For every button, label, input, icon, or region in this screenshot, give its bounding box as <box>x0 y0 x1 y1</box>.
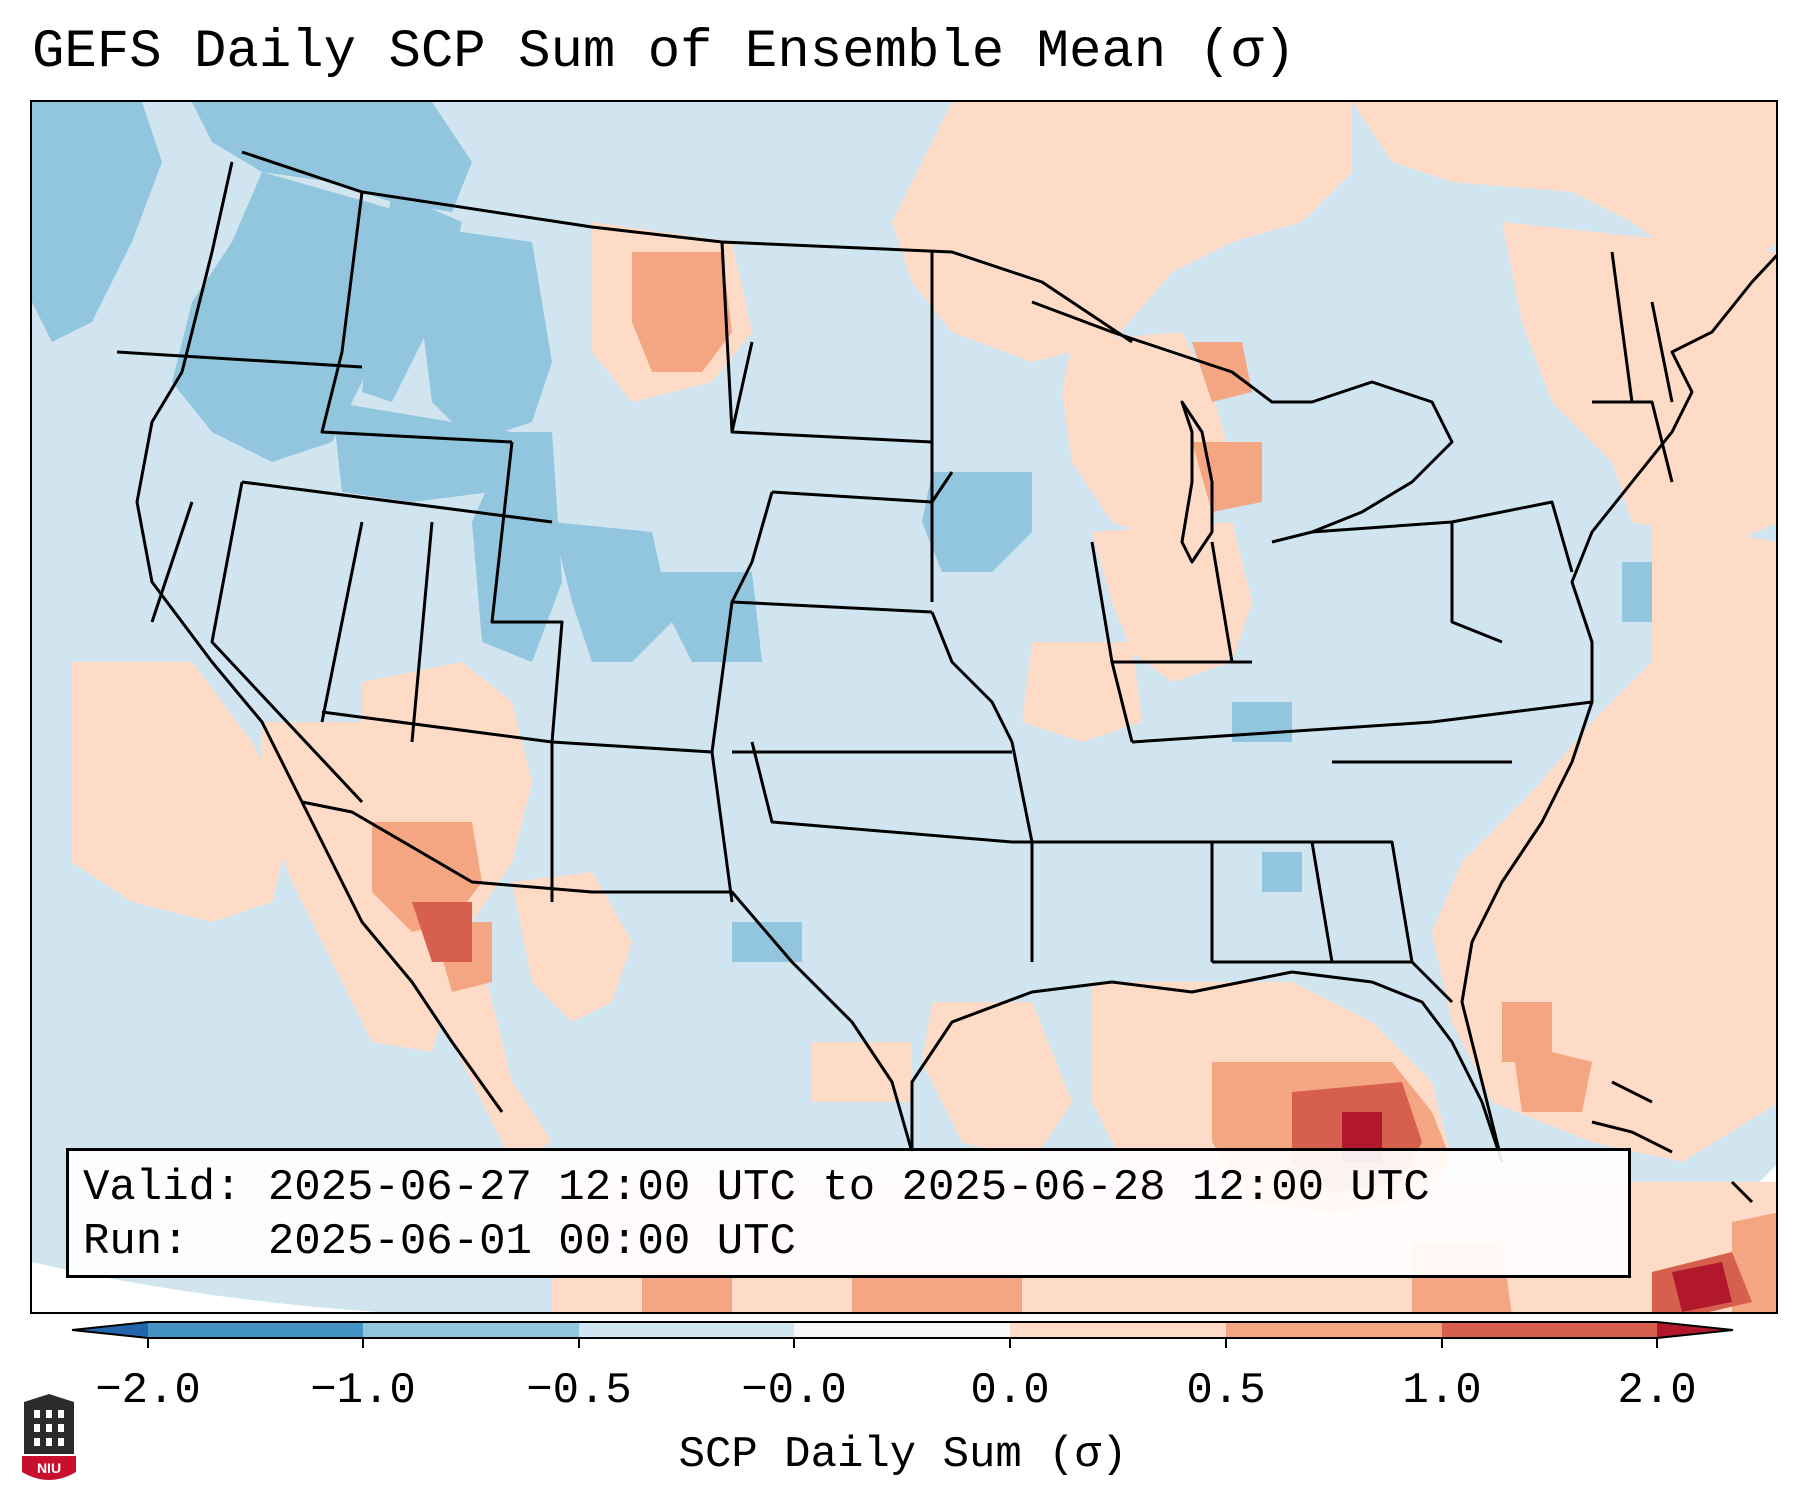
colorbar-tick-label: −2.0 <box>95 1366 201 1416</box>
atlantic-coast <box>1460 254 1776 1163</box>
map-panel <box>30 100 1778 1314</box>
boundaries <box>116 150 1776 1163</box>
colorbar-over-arrow <box>1657 1322 1733 1338</box>
pacific-coast <box>135 161 504 1113</box>
colorbar-bin-6 <box>1226 1322 1442 1338</box>
colorbar-tick-label: 0.5 <box>1186 1366 1266 1416</box>
colorbar-tick-label: −0.5 <box>526 1366 632 1416</box>
us-canada-border <box>241 150 1133 344</box>
colorbar-label: SCP Daily Sum (σ) <box>678 1430 1128 1480</box>
great-lakes-outline <box>1031 300 1454 544</box>
valid-value: 2025-06-27 12:00 UTC to 2025-06-28 12:00… <box>267 1163 1430 1213</box>
run-row: Run: 2025-06-01 00:00 UTC <box>83 1215 1614 1269</box>
valid-label: Valid: <box>83 1163 242 1213</box>
valid-run-info-box: Valid: 2025-06-27 12:00 UTC to 2025-06-2… <box>66 1148 1631 1278</box>
outside-projection-area <box>32 1262 378 1312</box>
colorbar-under-arrow <box>72 1322 148 1338</box>
colorbar-tick-label: −0.0 <box>741 1366 847 1416</box>
colorbar <box>71 1321 1734 1348</box>
map-title: GEFS Daily SCP Sum of Ensemble Mean (σ) <box>32 22 1296 83</box>
colorbar-tick-label: 1.0 <box>1402 1366 1482 1416</box>
colorbar-bin-1 <box>148 1322 363 1338</box>
valid-row: Valid: 2025-06-27 12:00 UTC to 2025-06-2… <box>83 1161 1614 1215</box>
colorbar-tick-label: 0.0 <box>970 1366 1050 1416</box>
colorbar-bin-7 <box>1442 1322 1657 1338</box>
colorbar-ticks <box>147 1338 1658 1348</box>
colorbar-tick-label: 2.0 <box>1617 1366 1697 1416</box>
colorbar-bin-3 <box>579 1322 794 1338</box>
colorbar-bin-2 <box>363 1322 579 1338</box>
map-canvas <box>32 102 1776 1312</box>
colorbar-tick-label: −1.0 <box>310 1366 416 1416</box>
run-value: 2025-06-01 00:00 UTC <box>267 1217 796 1267</box>
logo-text: NIU <box>37 1460 61 1476</box>
colorbar-bin-5 <box>1010 1322 1226 1338</box>
caribbean-islands <box>1591 1080 1754 1204</box>
niu-logo-icon: NIU <box>22 1394 76 1480</box>
colorbar-bin-4 <box>794 1322 1010 1338</box>
run-label: Run: <box>83 1217 189 1267</box>
gulf-coast <box>910 970 1504 1163</box>
lake-michigan <box>1180 400 1214 564</box>
